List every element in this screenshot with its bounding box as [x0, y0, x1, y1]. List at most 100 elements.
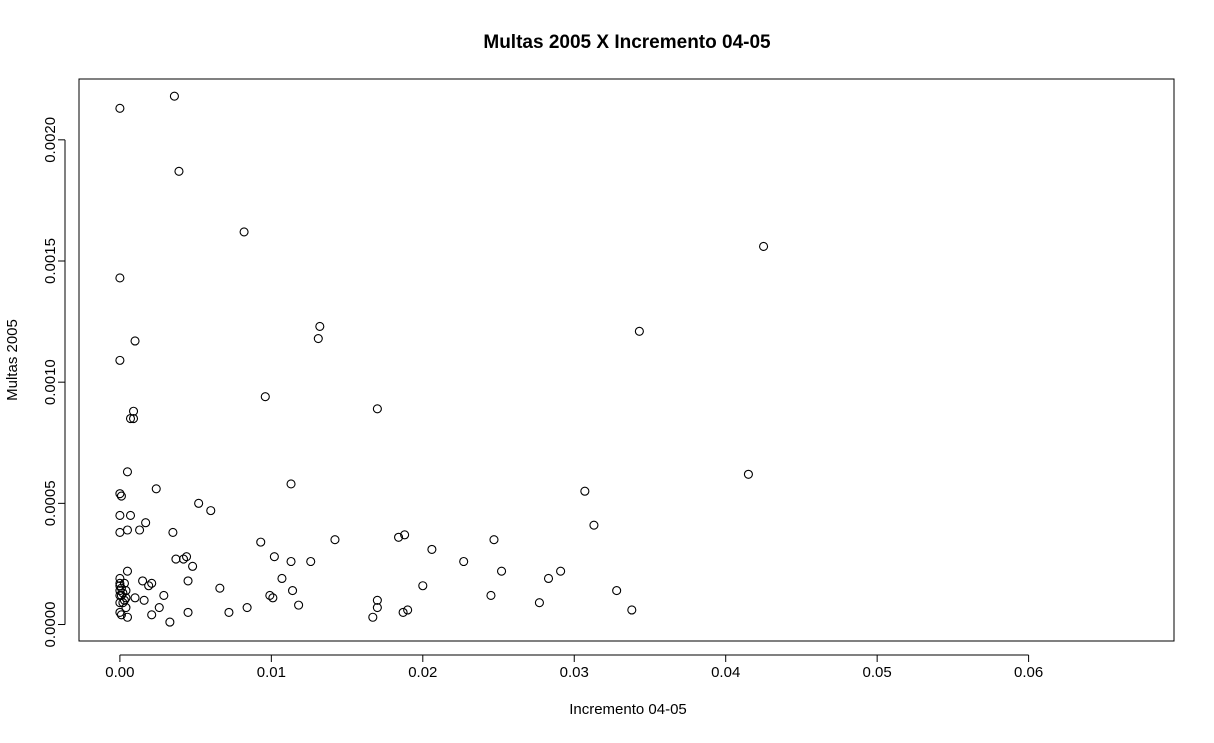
x-tick-label: 0.06	[1014, 664, 1043, 681]
data-point	[634, 326, 644, 336]
x-tick-label: 0.01	[257, 664, 286, 681]
data-point	[394, 532, 404, 542]
data-point	[122, 612, 133, 622]
data-point	[116, 610, 126, 620]
x-axis: 0.00 0.01 0.02 0.03 0.04 0.05 0.06	[105, 654, 1043, 681]
x-tick-label: 0.00	[105, 664, 134, 681]
data-point	[115, 527, 125, 537]
data-point	[188, 561, 198, 571]
data-point	[165, 617, 175, 627]
data-point	[627, 605, 637, 615]
data-point	[130, 336, 140, 346]
x-tick-label: 0.04	[711, 664, 740, 681]
data-point	[497, 566, 507, 576]
data-point	[239, 227, 249, 237]
data-point	[256, 537, 266, 547]
data-point	[287, 586, 298, 596]
data-point	[139, 595, 149, 605]
y-tick-label: 0.0010	[42, 359, 59, 405]
data-point	[313, 334, 323, 344]
data-point	[398, 607, 408, 617]
data-point	[116, 491, 126, 501]
data-point	[159, 590, 169, 600]
data-point	[183, 607, 193, 617]
data-point	[122, 566, 133, 576]
y-tick-label: 0.0015	[42, 238, 59, 284]
x-tick-label: 0.02	[408, 664, 437, 681]
data-point	[122, 467, 133, 477]
data-point	[306, 556, 316, 567]
data-point	[286, 556, 296, 567]
data-point	[115, 573, 125, 584]
data-point	[269, 552, 279, 562]
data-point	[612, 586, 622, 596]
data-point	[125, 510, 136, 521]
data-point	[168, 527, 178, 537]
data-point	[418, 581, 428, 591]
data-point	[144, 581, 154, 591]
data-point	[128, 413, 139, 424]
plot-frame	[78, 78, 1175, 642]
data-point	[171, 554, 181, 564]
data-point	[141, 518, 151, 528]
data-point	[268, 593, 278, 603]
data-point	[580, 486, 590, 496]
data-point	[403, 605, 413, 615]
data-point	[286, 479, 296, 489]
data-point	[115, 489, 125, 499]
y-tick-label: 0.0020	[42, 117, 59, 163]
data-point	[372, 404, 382, 414]
data-point	[294, 600, 304, 610]
data-points	[115, 91, 769, 627]
data-point	[169, 91, 179, 101]
data-point	[115, 607, 125, 617]
data-point	[265, 590, 275, 600]
data-point	[151, 484, 161, 494]
data-point	[743, 469, 753, 479]
data-point	[121, 603, 131, 613]
x-axis-label: Incremento 04-05	[569, 701, 687, 718]
data-point	[589, 520, 599, 530]
data-point	[115, 103, 125, 113]
data-point	[121, 593, 131, 603]
data-point	[122, 525, 133, 535]
data-point	[135, 525, 145, 535]
data-point	[372, 595, 382, 605]
data-point	[115, 355, 125, 365]
data-point	[125, 413, 136, 424]
x-tick-label: 0.03	[560, 664, 589, 681]
chart-title: Multas 2005 X Incremento 04-05	[483, 32, 771, 53]
data-point	[115, 578, 125, 588]
data-point	[372, 603, 382, 613]
data-point	[215, 583, 225, 593]
data-point	[427, 544, 437, 554]
data-point	[194, 498, 204, 508]
data-point	[224, 607, 234, 617]
data-point	[115, 598, 125, 608]
data-point	[242, 603, 252, 613]
x-tick-label: 0.05	[863, 664, 892, 681]
y-axis: 0.0000 0.0005 0.0010 0.0015 0.0020	[42, 117, 66, 647]
data-point	[174, 166, 184, 176]
data-point	[330, 535, 340, 545]
data-point	[138, 576, 148, 586]
data-point	[534, 598, 544, 608]
data-point	[183, 576, 193, 586]
data-point	[121, 586, 131, 596]
data-point	[459, 556, 469, 567]
data-point	[400, 530, 410, 540]
data-point	[543, 573, 554, 584]
data-point	[556, 566, 566, 576]
data-point	[147, 610, 157, 620]
data-point	[154, 603, 164, 613]
data-point	[115, 586, 125, 596]
data-point	[759, 241, 769, 252]
data-point	[277, 573, 287, 584]
data-point	[118, 598, 128, 608]
data-point	[315, 321, 325, 331]
data-point	[486, 590, 496, 600]
data-point	[181, 552, 192, 562]
data-point	[115, 510, 125, 521]
data-point	[260, 392, 270, 402]
